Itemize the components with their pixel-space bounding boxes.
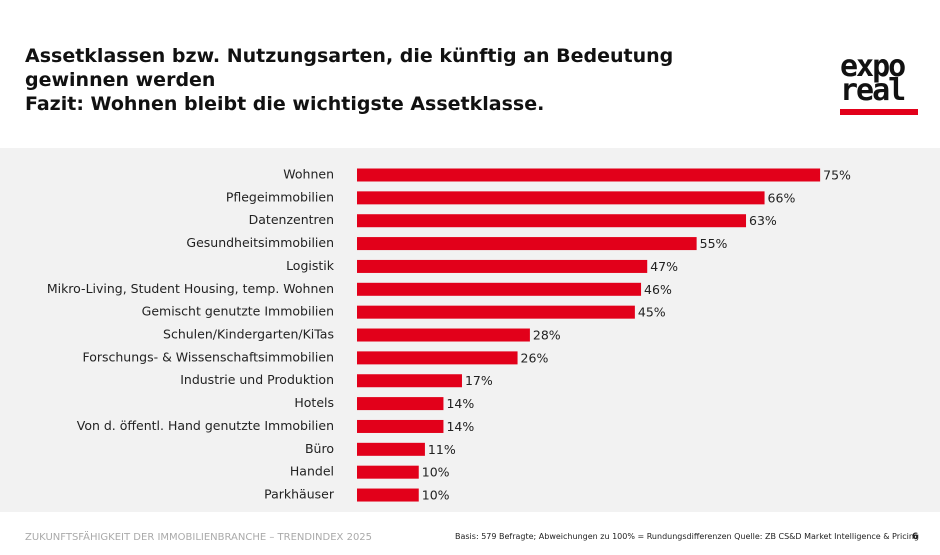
category-label: Wohnen [283, 167, 334, 182]
chart-title: Assetklassen bzw. Nutzungsarten, die kün… [25, 45, 674, 91]
category-label: Forschungs- & Wissenschaftsimmobilien [82, 349, 334, 364]
category-label: Industrie und Produktion [180, 372, 334, 387]
value-label: 26% [521, 350, 549, 365]
bar [357, 374, 462, 388]
logo-text: expo [840, 49, 906, 84]
footer-source: Basis: 579 Befragte; Abweichungen zu 100… [455, 532, 919, 541]
value-label: 28% [533, 328, 561, 343]
value-label: 46% [644, 282, 672, 297]
category-label: Schulen/Kindergarten/KiTas [163, 327, 334, 342]
value-label: 45% [638, 305, 666, 320]
bar [357, 305, 635, 319]
value-label: 14% [446, 419, 474, 434]
value-label: 47% [650, 259, 678, 274]
bar [357, 328, 530, 342]
category-label: Logistik [286, 258, 335, 273]
bar [357, 168, 821, 182]
logo: expo real [840, 49, 918, 115]
category-label: Mikro-Living, Student Housing, temp. Woh… [47, 281, 334, 296]
page-number: 6 [912, 532, 919, 542]
category-label: Parkhäuser [264, 487, 335, 502]
title-block: Assetklassen bzw. Nutzungsarten, die kün… [25, 44, 675, 116]
value-label: 63% [749, 213, 777, 228]
bar [357, 419, 444, 433]
bar [357, 397, 444, 411]
bar [357, 465, 419, 479]
category-label: Büro [305, 441, 334, 456]
category-label: Hotels [294, 395, 334, 410]
bar [357, 488, 419, 502]
bar [357, 191, 765, 205]
category-label: Gemischt genutzte Immobilien [142, 304, 334, 319]
chart-subtitle: Fazit: Wohnen bleibt die wichtigste Asse… [25, 93, 545, 115]
value-label: 55% [700, 236, 728, 251]
value-label: 17% [465, 373, 493, 388]
bar [357, 351, 518, 365]
value-label: 10% [422, 465, 450, 480]
value-label: 75% [823, 168, 851, 183]
category-label: Von d. öffentl. Hand genutzte Immobilien [77, 418, 334, 433]
footer-title: ZUKUNFTSFÄHIGKEIT DER IMMOBILIENBRANCHE … [25, 532, 373, 543]
value-label: 66% [768, 190, 796, 205]
category-label: Handel [290, 464, 334, 479]
category-label: Datenzentren [249, 212, 334, 227]
value-label: 14% [446, 396, 474, 411]
value-label: 10% [422, 488, 450, 503]
logo-bar [840, 109, 918, 115]
bar [357, 237, 697, 251]
bar [357, 442, 425, 456]
category-label: Pflegeimmobilien [226, 189, 334, 204]
bar [357, 214, 747, 228]
value-label: 11% [428, 442, 456, 457]
category-label: Gesundheitsimmobilien [186, 235, 334, 250]
bar [357, 282, 642, 296]
bar [357, 259, 648, 273]
logo-text: real [840, 73, 906, 108]
